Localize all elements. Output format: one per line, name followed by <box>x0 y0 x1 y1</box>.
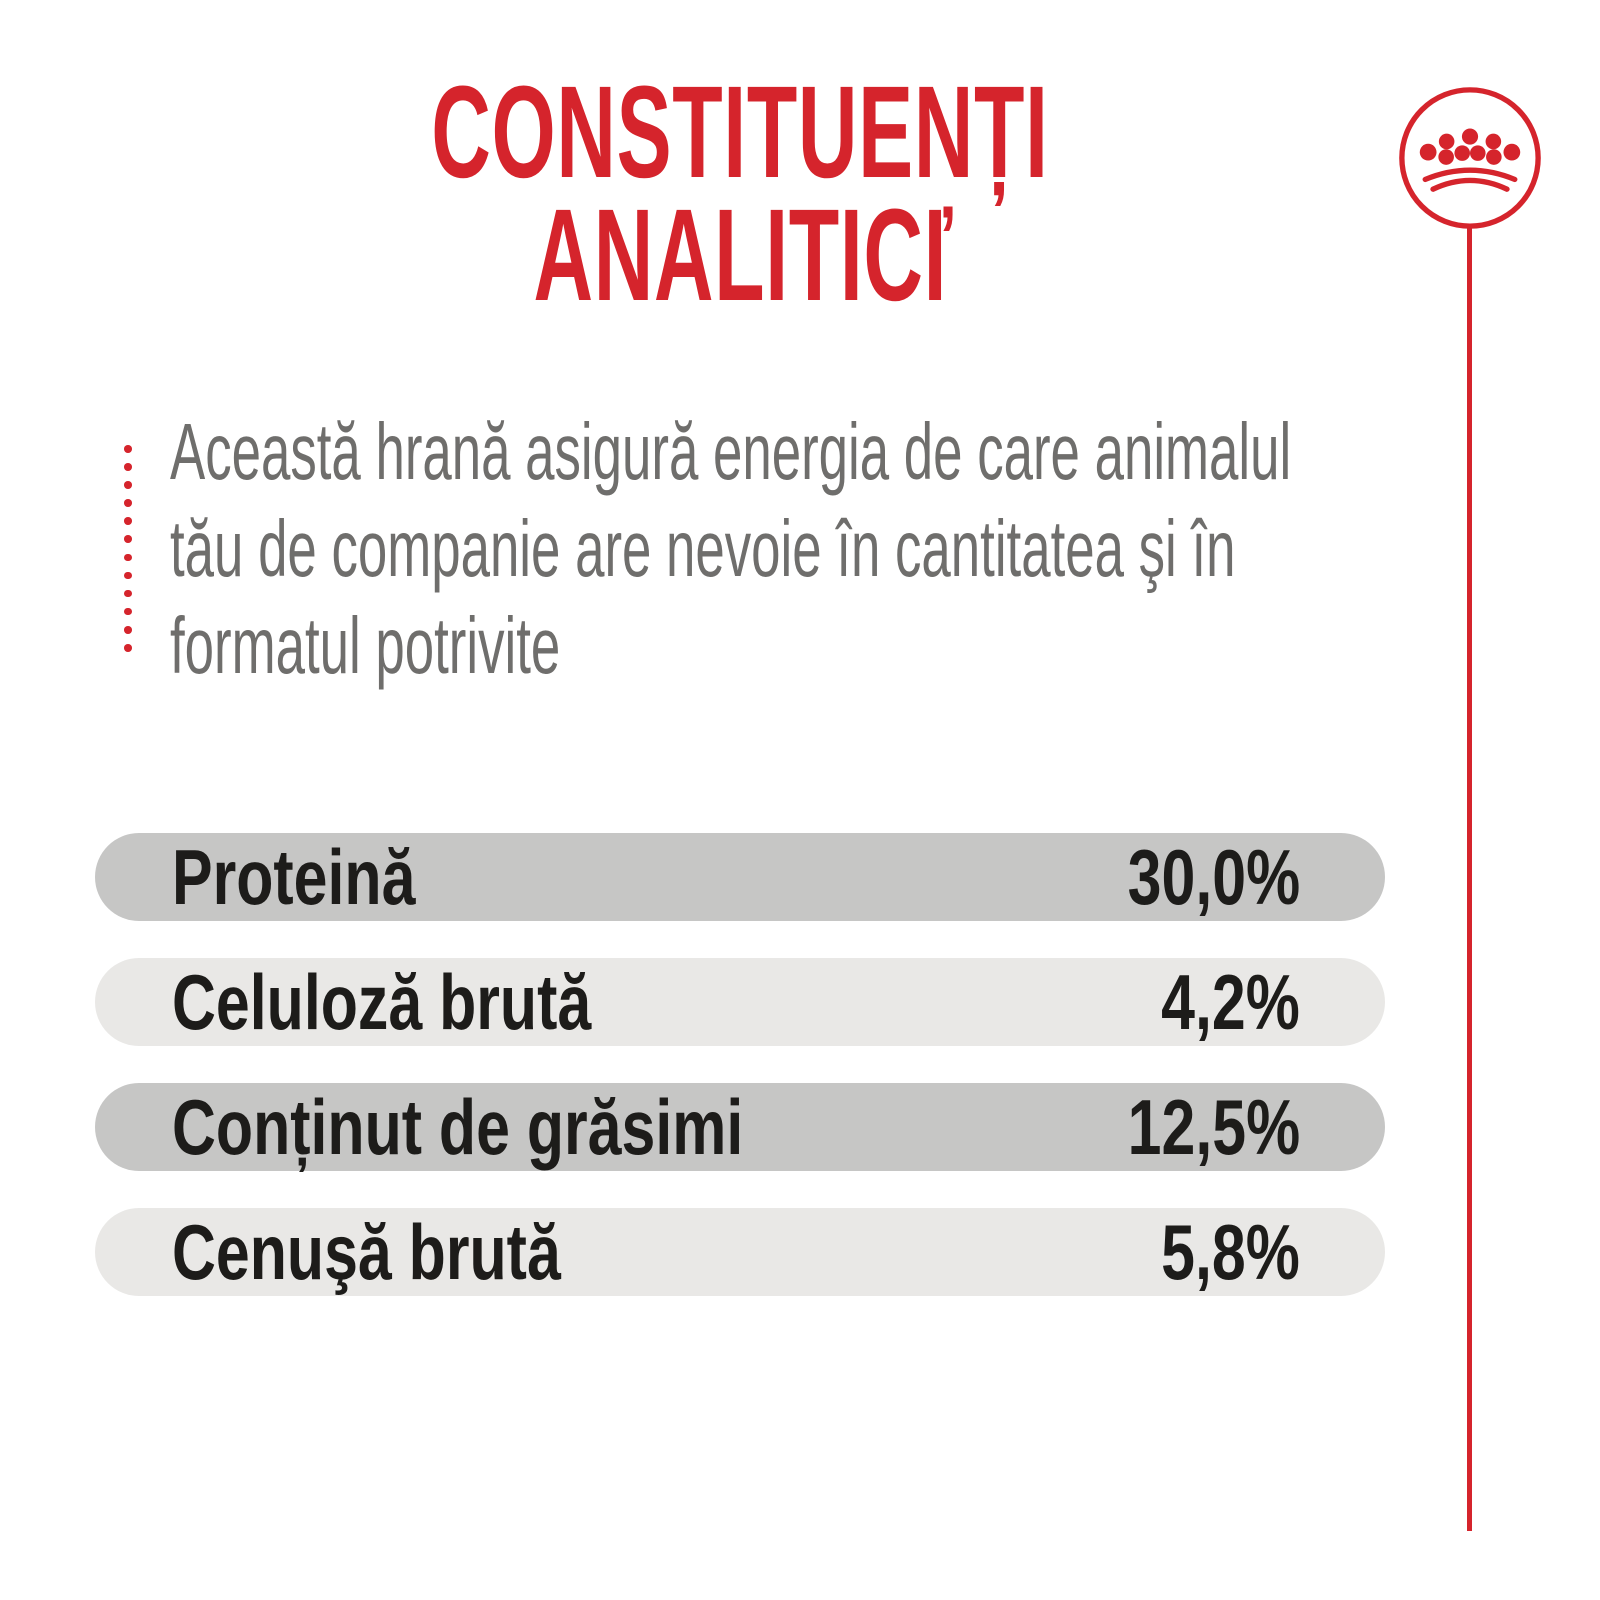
row-value: 4,2% <box>1161 957 1300 1046</box>
page-title-line1-text: CONSTITUENȚI <box>431 58 1049 205</box>
vertical-accent-line <box>1467 228 1472 1531</box>
table-row-crude-ash: Cenuşă brută 5,8% <box>95 1208 1385 1296</box>
row-value: 5,8% <box>1161 1207 1300 1296</box>
constituents-table: Proteină 30,0% Celuloză brută 4,2% Conți… <box>95 833 1385 1333</box>
row-label: Conținut de grăsimi <box>172 1082 744 1171</box>
page-title-line1: CONSTITUENȚI <box>95 58 1385 205</box>
page-title-line2: ANALITICI <box>95 181 1385 328</box>
intro-paragraph: Această hrană asigură energia de care an… <box>170 403 1600 694</box>
intro-line: formatul potrivite <box>170 601 561 690</box>
table-row-fat-content: Conținut de grăsimi 12,5% <box>95 1083 1385 1171</box>
row-label: Cenuşă brută <box>172 1207 561 1296</box>
royal-canin-crown-icon <box>1399 87 1541 229</box>
row-label: Proteină <box>172 832 416 921</box>
intro-line: Această hrană asigură energia de care an… <box>170 407 1292 496</box>
table-row-protein: Proteină 30,0% <box>95 833 1385 921</box>
title-comma-mark: ’ <box>938 189 957 285</box>
row-value: 30,0% <box>1127 832 1300 921</box>
page-title-line2-text: ANALITICI <box>533 181 947 328</box>
row-label: Celuloză brută <box>172 957 592 1046</box>
intro-line: tău de companie are nevoie în cantitatea… <box>170 504 1236 593</box>
row-value: 12,5% <box>1127 1082 1300 1171</box>
dotted-accent-line <box>124 445 132 652</box>
table-row-crude-fibre: Celuloză brută 4,2% <box>95 958 1385 1046</box>
page-title: CONSTITUENȚI ANALITICI ’ <box>95 58 1385 328</box>
